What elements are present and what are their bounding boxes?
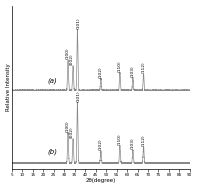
Text: (b): (b)	[48, 149, 58, 155]
Text: (a): (a)	[48, 77, 57, 84]
Text: (103): (103)	[131, 138, 135, 149]
Text: (112): (112)	[142, 135, 146, 146]
Text: (002): (002)	[70, 54, 74, 65]
Text: (102): (102)	[99, 139, 103, 150]
Text: (110): (110)	[118, 60, 122, 72]
Y-axis label: Relative Intensity: Relative Intensity	[6, 63, 10, 111]
Text: (002): (002)	[70, 127, 74, 138]
Text: (102): (102)	[99, 66, 103, 77]
Text: (101): (101)	[76, 90, 81, 102]
Text: (110): (110)	[118, 133, 122, 145]
Text: (101): (101)	[76, 17, 81, 29]
Text: (103): (103)	[131, 65, 135, 77]
Text: (100): (100)	[66, 120, 70, 132]
Text: (100): (100)	[66, 47, 70, 59]
X-axis label: 2θ(degree): 2θ(degree)	[86, 178, 116, 184]
Text: (112): (112)	[142, 62, 146, 74]
